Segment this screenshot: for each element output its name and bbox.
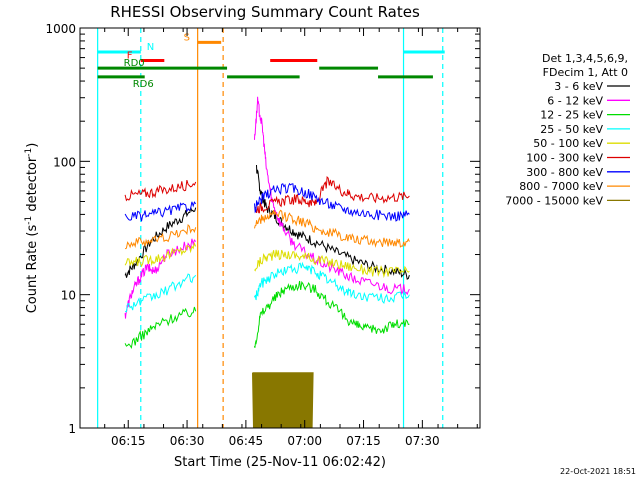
- flag-bars: N F S RD0 RD6: [97, 32, 445, 90]
- series-7000-15000-kev-seg-0: [252, 372, 314, 429]
- x-tick-label-07-30: 07:30: [405, 434, 440, 448]
- y-axis-ticks: 1 10 100 1000: [45, 22, 480, 436]
- flag-label-rd6: RD6: [133, 79, 154, 90]
- series-12-25-kev-seg-1: [254, 280, 410, 348]
- series-800-7000-kev-seg-1: [254, 209, 410, 248]
- chart-title: RHESSI Observing Summary Count Rates: [110, 3, 420, 21]
- series-12-25-kev-seg-0: [124, 306, 197, 349]
- y-tick-label-10: 10: [61, 289, 76, 303]
- x-tick-label-07-00: 07:00: [287, 434, 322, 448]
- series-25-50-kev-seg-1: [254, 261, 410, 305]
- x-tick-label-06-45: 06:45: [229, 434, 264, 448]
- y-tick-label-100: 100: [53, 155, 76, 169]
- series-50-100-kev-seg-1: [254, 249, 410, 279]
- series-6-12-kev-seg-0: [124, 238, 197, 319]
- flag-label-s: S: [184, 32, 190, 43]
- legend-header-1: FDecim 1, Att 0: [543, 66, 628, 79]
- x-tick-label-06-15: 06:15: [111, 434, 146, 448]
- vertical-markers: [97, 28, 444, 428]
- series-25-50-kev-seg-0: [124, 273, 197, 313]
- series-6-12-kev-seg-1: [254, 96, 410, 296]
- y-tick-label-1: 1: [68, 422, 76, 436]
- footer-timestamp: 22-Oct-2021 18:51: [560, 467, 636, 476]
- series-300-800-kev-seg-0: [124, 201, 197, 222]
- plot-frame: [79, 27, 481, 429]
- y-tick-label-1000: 1000: [45, 22, 76, 36]
- series-800-7000-kev-seg-0: [124, 223, 197, 250]
- flag-label-n: N: [147, 42, 154, 53]
- series-50-100-kev-seg-0: [124, 241, 197, 268]
- x-tick-label-06-30: 06:30: [170, 434, 205, 448]
- legend-label-800-7000-kev: 800 - 7000 keV: [519, 180, 603, 193]
- x-tick-label-07-15: 07:15: [346, 434, 381, 448]
- series-100-300-kev-seg-0: [124, 179, 197, 202]
- series-300-800-kev-seg-1: [254, 182, 410, 222]
- legend-label-7000-15000-kev: 7000 - 15000 keV: [505, 194, 603, 207]
- y-axis-label: Count Rate (s-1 detector-1): [24, 143, 40, 314]
- legend-label-100-300-kev: 100 - 300 keV: [526, 152, 603, 165]
- legend-label-12-25-kev: 12 - 25 keV: [540, 109, 603, 122]
- legend-header-0: Det 1,3,4,5,6,9,: [542, 52, 628, 65]
- series-100-300-kev-seg-1: [254, 176, 410, 214]
- flag-label-f: F: [127, 51, 133, 62]
- legend-label-50-100-kev: 50 - 100 keV: [533, 137, 603, 150]
- legend-label-3-6-kev: 3 - 6 keV: [554, 80, 603, 93]
- x-axis-label: Start Time (25-Nov-11 06:02:42): [174, 455, 386, 470]
- flag-label-rd0: RD0: [124, 58, 145, 69]
- series-lines: [124, 96, 410, 429]
- legend-label-25-50-kev: 25 - 50 keV: [540, 123, 603, 136]
- x-axis-ticks: 06:15 06:30 06:45 07:00 07:15 07:30: [104, 28, 478, 448]
- legend-label-6-12-kev: 6 - 12 keV: [547, 94, 603, 107]
- legend: Det 1,3,4,5,6,9,FDecim 1, Att 03 - 6 keV…: [505, 52, 630, 207]
- legend-label-300-800-kev: 300 - 800 keV: [526, 166, 603, 179]
